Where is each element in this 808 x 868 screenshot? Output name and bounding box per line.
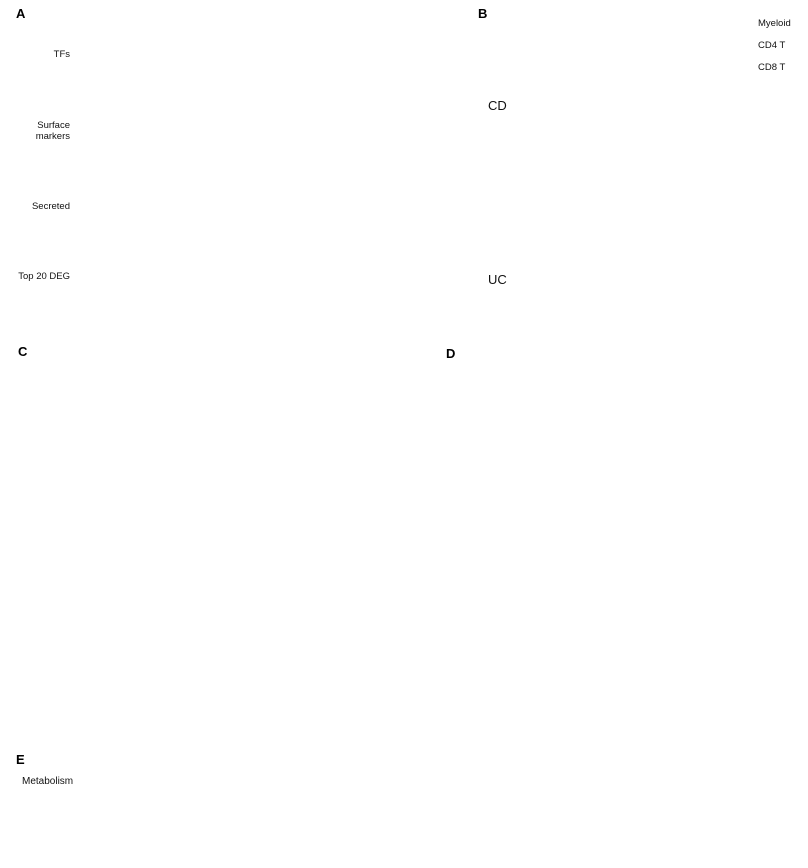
cd8t-dot-icon [740,61,752,73]
block-label-top20-deg: Top 20 DEG [18,271,70,282]
block-label-tfs: TFs [53,49,70,60]
legend-label: CD4 T [758,39,786,51]
metabolism-label: Metabolism [22,776,74,787]
panel-c-letter: C [18,344,28,359]
legend-item-cd8t: CD8 T [740,56,791,78]
network-label-cd: CD [488,98,507,113]
block-label-surface-markers: Surface markers [35,120,70,142]
panel-c-heatmap [0,340,460,748]
legend-label: CD8 T [758,61,786,73]
panel-d-letter: D [446,346,456,361]
myeloid-dot-icon [740,17,752,29]
legend-item-myeloid: Myeloid [740,12,791,34]
legend-item-cd4t: CD4 T [740,34,791,56]
cd4t-dot-icon [740,39,752,51]
panel-e-dotplot [0,752,808,868]
panel-a-dotplots [0,0,460,342]
panel-e-letter: E [16,752,25,767]
block-label-secreted: Secreted [31,201,70,212]
panel-a-letter: A [16,6,26,21]
legend-label: Myeloid [758,17,791,29]
panel-d-violins [440,344,808,748]
panel-b-legend: Myeloid CD4 T CD8 T [740,12,791,78]
panel-b-letter: B [478,6,488,21]
network-label-uc: UC [488,272,507,287]
